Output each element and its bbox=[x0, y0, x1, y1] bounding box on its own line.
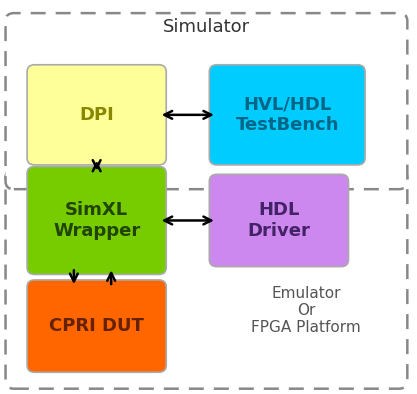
FancyBboxPatch shape bbox=[27, 167, 166, 275]
Text: HDL
Driver: HDL Driver bbox=[247, 201, 310, 240]
Text: Emulator
Or
FPGA Platform: Emulator Or FPGA Platform bbox=[251, 286, 361, 335]
Text: HVL/HDL
TestBench: HVL/HDL TestBench bbox=[236, 95, 339, 134]
Text: CPRI DUT: CPRI DUT bbox=[49, 317, 144, 335]
FancyBboxPatch shape bbox=[27, 65, 166, 165]
FancyBboxPatch shape bbox=[27, 280, 166, 372]
FancyBboxPatch shape bbox=[209, 174, 349, 267]
Text: SimXL
Wrapper: SimXL Wrapper bbox=[53, 201, 140, 240]
Text: DPI: DPI bbox=[79, 106, 114, 124]
Text: Simulator: Simulator bbox=[163, 18, 250, 36]
FancyBboxPatch shape bbox=[209, 65, 365, 165]
FancyBboxPatch shape bbox=[5, 13, 407, 189]
FancyBboxPatch shape bbox=[5, 169, 407, 389]
